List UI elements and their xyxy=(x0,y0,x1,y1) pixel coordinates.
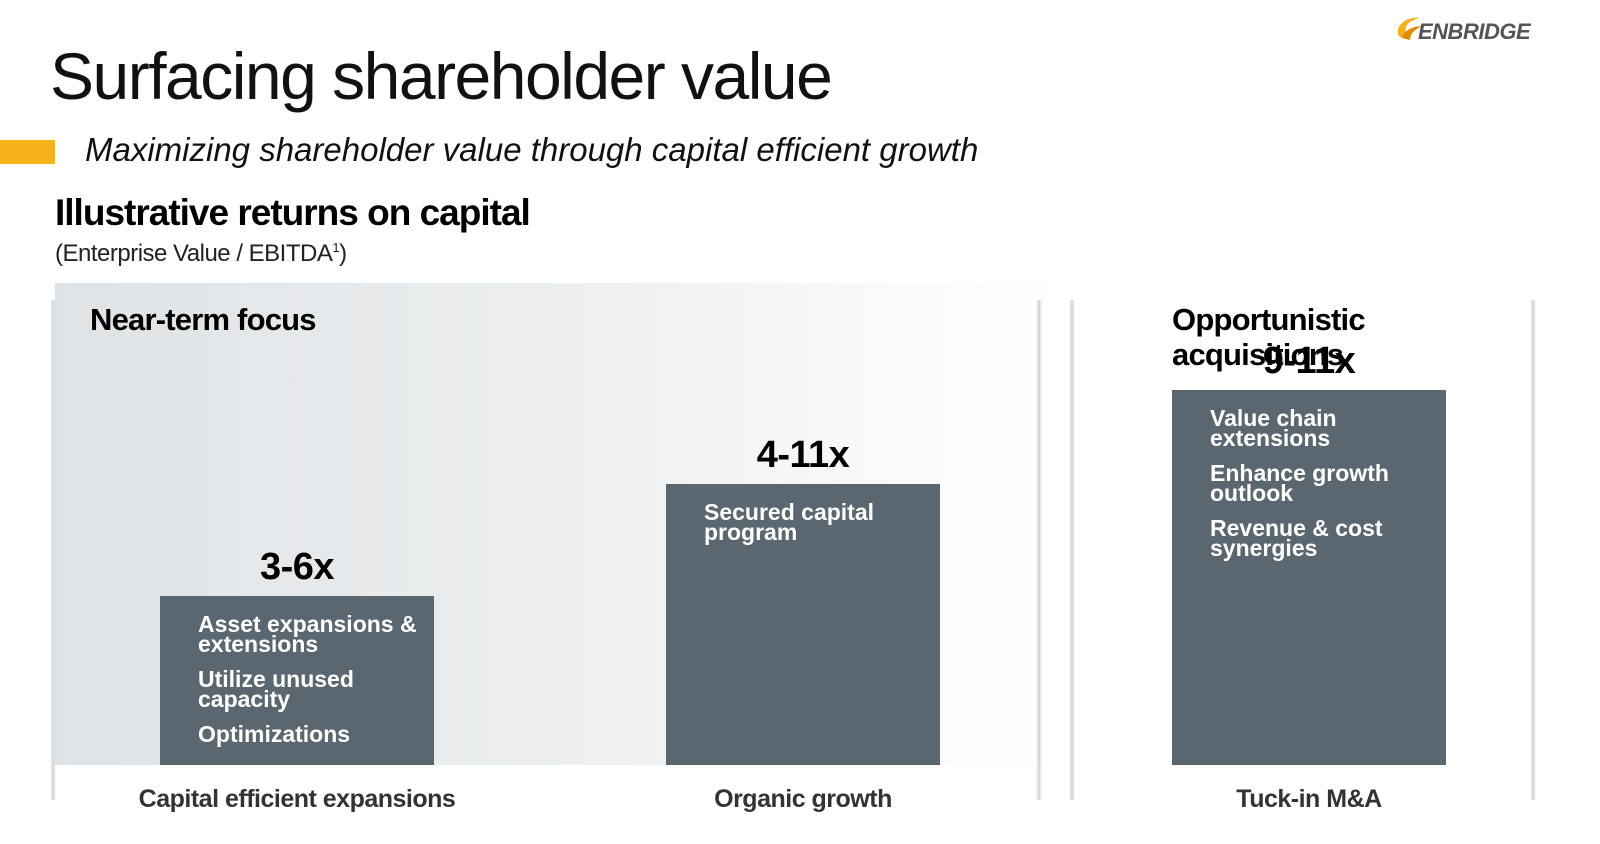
acquisitions-heading-line1: Opportunistic xyxy=(1172,302,1366,337)
panel-divider-shadow xyxy=(1036,300,1042,800)
bar-bullet-list: Asset expansions & extensions Utilize unu… xyxy=(198,611,422,759)
page-title: Surfacing shareholder value xyxy=(50,39,833,113)
page-subtitle: Maximizing shareholder value through cap… xyxy=(85,131,979,168)
bar-bullet-item: Utilize unused capacity xyxy=(198,666,354,713)
bar-bullet-item: Enhance growth outlook xyxy=(1210,460,1389,506)
enbridge-logo xyxy=(1394,12,1544,46)
section-title: Illustrative returns on capital xyxy=(55,192,531,233)
acquisitions-heading-line2: acquisitions xyxy=(1172,337,1344,372)
bar-bullet-item: Secured capital program xyxy=(704,498,875,545)
bar-bullet-item: Revenue & cost synergies xyxy=(1210,515,1383,561)
bar-bullet-item: Optimizations xyxy=(198,721,351,748)
bar-value-label: 9-11x xyxy=(1262,340,1356,382)
bar-organic-growth: Secured capital program xyxy=(666,483,940,765)
section-subtitle: (Enterprise Value / EBITDA1) xyxy=(55,240,347,268)
bar-value-label: 4-11x xyxy=(756,433,850,476)
category-label: Capital efficient expansions xyxy=(138,785,456,813)
panel-divider-shadow xyxy=(1069,300,1075,800)
bar-value-label: 3-6x xyxy=(259,546,335,589)
bar-bullet-list: Value chain extensions Enhance growth out… xyxy=(1210,405,1434,573)
near-term-heading: Near-term focus xyxy=(90,302,317,337)
bar-tuck-in-m-a: Value chain extensions Enhance growth out… xyxy=(1172,390,1446,765)
category-label: Tuck-in M&A xyxy=(1236,785,1382,813)
logo-text: ENBRIDGE xyxy=(1418,19,1531,44)
bar-bullet-list: Secured capital program xyxy=(704,498,928,557)
accent-bar xyxy=(0,140,55,164)
bar-capital-efficient-expansions: Asset expansions & extensions Utilize unu… xyxy=(160,596,434,765)
section-subtitle-main: (Enterprise Value / EBITDA xyxy=(55,240,333,267)
acquisitions-heading: Opportunistic acquisitions xyxy=(1172,302,1366,372)
bar-bullet-item: Asset expansions & extensions xyxy=(198,611,417,658)
footnote-marker: 1 xyxy=(332,240,340,255)
section-subtitle-end: ) xyxy=(339,240,347,267)
flame-icon xyxy=(1397,17,1422,40)
bar-bullet-item: Value chain extensions xyxy=(1210,405,1337,451)
panel-edge-shadow xyxy=(1530,300,1536,800)
category-label: Organic growth xyxy=(714,785,892,813)
panel-edge-shadow xyxy=(50,300,56,800)
